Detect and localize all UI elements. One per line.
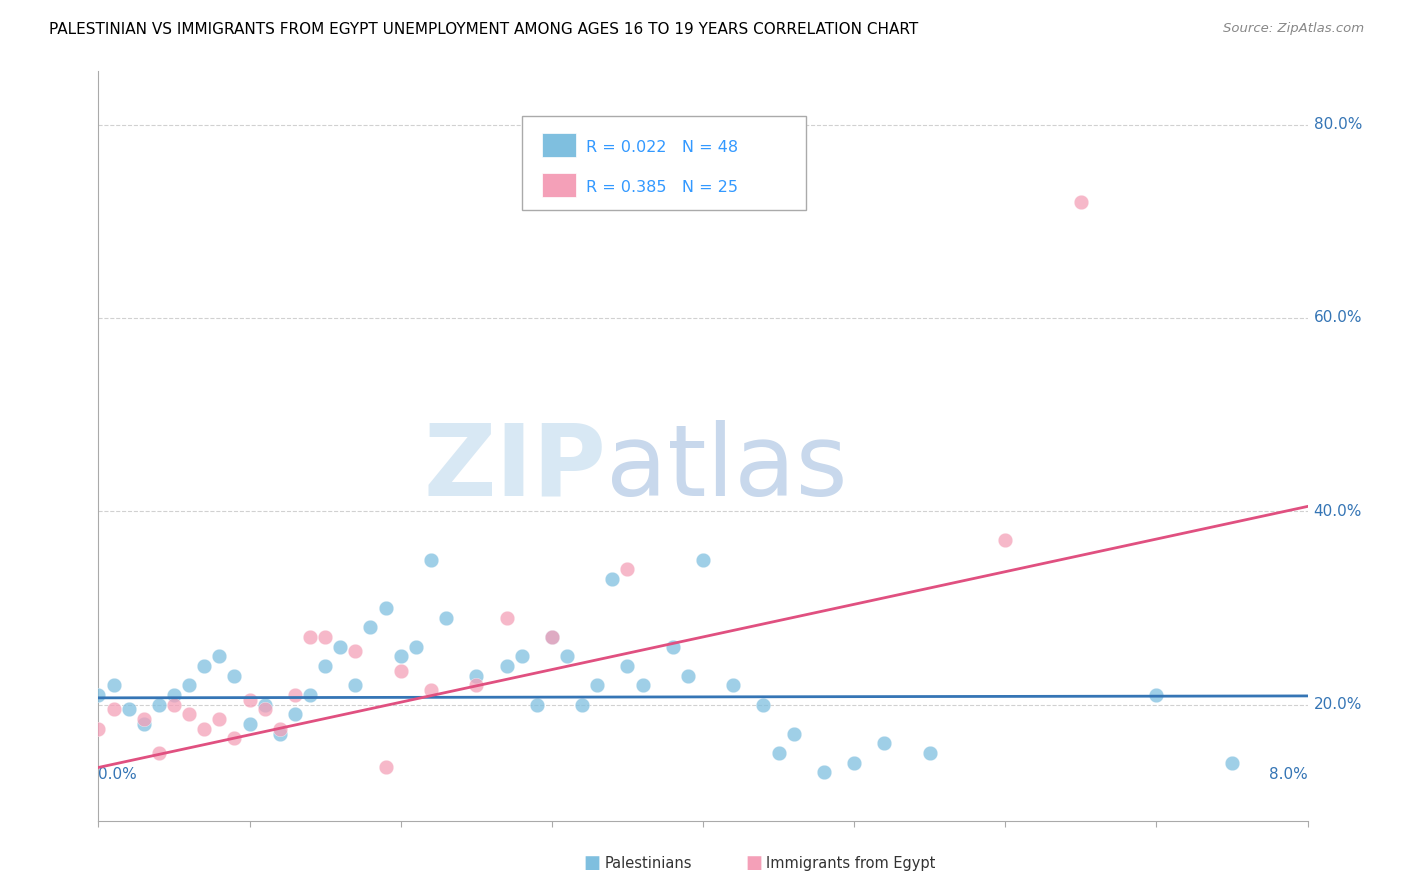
Point: [179, 678, 201, 692]
Point: [344, 644, 367, 658]
Text: 20.0%: 20.0%: [1313, 698, 1362, 712]
Point: [87, 688, 110, 702]
Point: [132, 717, 155, 731]
Point: [253, 702, 276, 716]
Point: [405, 640, 427, 654]
Point: [873, 736, 896, 750]
Point: [389, 664, 412, 678]
Point: [118, 702, 141, 716]
Text: Palestinians: Palestinians: [605, 856, 692, 871]
Point: [360, 620, 382, 634]
Point: [269, 722, 291, 736]
FancyBboxPatch shape: [543, 133, 576, 157]
Point: [1146, 688, 1168, 702]
Point: [314, 659, 336, 673]
Point: [132, 712, 155, 726]
Text: ■: ■: [583, 855, 600, 872]
Text: PALESTINIAN VS IMMIGRANTS FROM EGYPT UNEMPLOYMENT AMONG AGES 16 TO 19 YEARS CORR: PALESTINIAN VS IMMIGRANTS FROM EGYPT UNE…: [49, 22, 918, 37]
Point: [87, 722, 110, 736]
Point: [163, 688, 186, 702]
Text: 8.0%: 8.0%: [1268, 767, 1308, 781]
Point: [1070, 194, 1092, 209]
Text: ■: ■: [745, 855, 762, 872]
Point: [586, 678, 609, 692]
Point: [208, 649, 231, 664]
Point: [299, 630, 322, 644]
Point: [723, 678, 745, 692]
Text: 80.0%: 80.0%: [1313, 117, 1362, 132]
Point: [269, 726, 291, 740]
Text: Immigrants from Egypt: Immigrants from Egypt: [766, 856, 935, 871]
Text: R = 0.022   N = 48: R = 0.022 N = 48: [586, 140, 738, 155]
Text: 60.0%: 60.0%: [1313, 310, 1362, 326]
Point: [253, 698, 276, 712]
Point: [299, 688, 322, 702]
Point: [224, 668, 246, 682]
Point: [239, 693, 262, 707]
Text: 40.0%: 40.0%: [1313, 504, 1362, 519]
Point: [540, 630, 562, 644]
Point: [571, 698, 593, 712]
Text: ZIP: ZIP: [423, 420, 606, 517]
Point: [284, 688, 307, 702]
Point: [434, 610, 457, 624]
Point: [208, 712, 231, 726]
Point: [374, 601, 396, 615]
Point: [844, 756, 866, 770]
Text: Source: ZipAtlas.com: Source: ZipAtlas.com: [1223, 22, 1364, 36]
Point: [193, 659, 215, 673]
Point: [526, 698, 548, 712]
Point: [676, 668, 699, 682]
Point: [420, 552, 443, 566]
Text: R = 0.385   N = 25: R = 0.385 N = 25: [586, 180, 738, 194]
Text: atlas: atlas: [606, 420, 848, 517]
Point: [495, 610, 517, 624]
Point: [420, 683, 443, 698]
FancyBboxPatch shape: [522, 116, 806, 210]
Point: [661, 640, 683, 654]
Point: [193, 722, 215, 736]
Point: [783, 726, 806, 740]
Point: [752, 698, 775, 712]
Point: [994, 533, 1017, 548]
Point: [1220, 756, 1243, 770]
Point: [329, 640, 352, 654]
Point: [239, 717, 262, 731]
Point: [813, 765, 835, 780]
Point: [631, 678, 654, 692]
Point: [103, 678, 125, 692]
Point: [540, 630, 562, 644]
Point: [692, 552, 714, 566]
Point: [179, 707, 201, 722]
Point: [768, 746, 790, 760]
Point: [163, 698, 186, 712]
Point: [148, 698, 170, 712]
Point: [224, 731, 246, 746]
Point: [314, 630, 336, 644]
Point: [510, 649, 533, 664]
Point: [616, 659, 638, 673]
Point: [602, 572, 624, 586]
Point: [374, 760, 396, 774]
Point: [465, 678, 488, 692]
Point: [148, 746, 170, 760]
Point: [495, 659, 517, 673]
Point: [555, 649, 578, 664]
Point: [389, 649, 412, 664]
Point: [344, 678, 367, 692]
Point: [284, 707, 307, 722]
Point: [616, 562, 638, 576]
Point: [103, 702, 125, 716]
FancyBboxPatch shape: [543, 173, 576, 197]
Point: [465, 668, 488, 682]
Point: [918, 746, 941, 760]
Text: 0.0%: 0.0%: [98, 767, 138, 781]
